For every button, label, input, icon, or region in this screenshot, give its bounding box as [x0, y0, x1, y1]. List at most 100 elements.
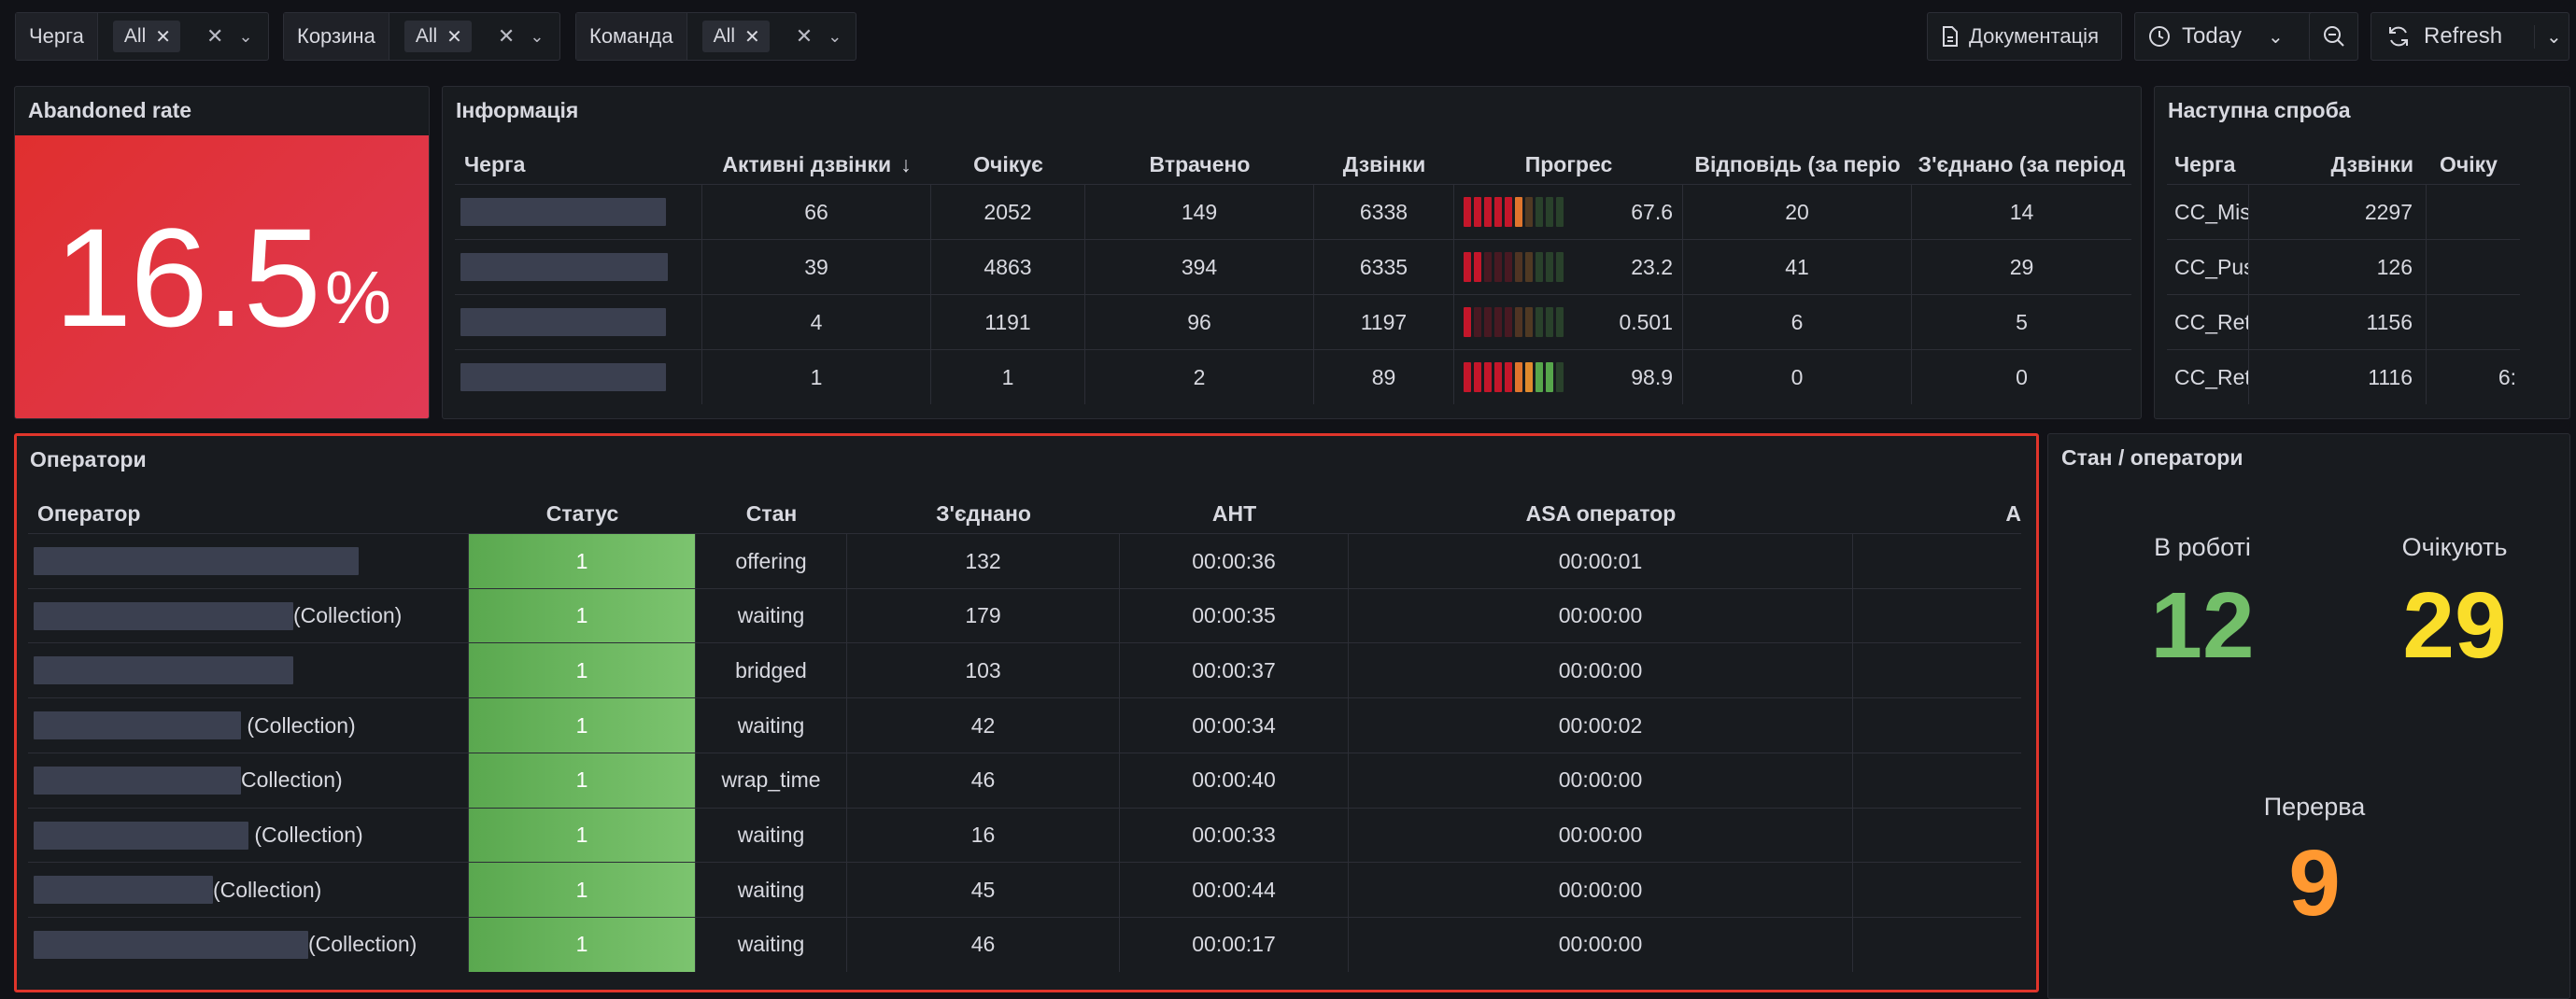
filter-basket[interactable]: Корзина All ✕ ✕ ⌄: [283, 12, 560, 61]
chevron-down-icon[interactable]: ⌄: [828, 26, 842, 46]
next-try-table: Черга Дзвінки Очіку CC_Mis 2297 CC_Pus 126 C…: [2167, 145, 2569, 415]
connected-cell: 46: [847, 753, 1120, 808]
column-header[interactable]: Активні дзвінки ↓: [722, 151, 912, 176]
column-header[interactable]: ASA оператор: [1525, 500, 1677, 526]
gauge-segment: [1464, 252, 1471, 282]
column-header[interactable]: З'єднано: [936, 500, 1031, 526]
zoom-out-icon: [2323, 26, 2344, 47]
connected-cell: 14: [2009, 199, 2034, 224]
filter-queue[interactable]: Черга All ✕ ✕ ⌄: [15, 12, 269, 61]
gauge-segment: [1484, 197, 1492, 227]
asa-cell: 00:00:00: [1349, 753, 1853, 808]
column-header[interactable]: Прогрес: [1524, 151, 1613, 176]
aht-cell: 00:00:40: [1120, 753, 1349, 808]
gauge-segment: [1505, 197, 1512, 227]
documentation-button[interactable]: Документація: [1927, 12, 2122, 61]
column-header[interactable]: Очіку: [2440, 151, 2498, 176]
waiting-cell: 6:: [2498, 364, 2516, 389]
progress-cell: 23.2: [1454, 240, 1683, 294]
redacted-text: [34, 656, 293, 685]
calls-cell: 126: [2249, 240, 2427, 294]
remove-icon[interactable]: ✕: [743, 26, 760, 48]
lost-cell: 149: [1085, 185, 1314, 239]
connected-cell: 179: [847, 588, 1120, 643]
zoom-out-button[interactable]: [2309, 12, 2358, 61]
gauge-segment: [1494, 307, 1502, 337]
info-panel: Інформація Черга Активні дзвінки ↓ Очікує…: [442, 86, 2142, 419]
gauge-segment: [1474, 197, 1481, 227]
answered-cell: 41: [1683, 240, 1912, 294]
chevron-down-icon[interactable]: ⌄: [530, 26, 545, 46]
column-header[interactable]: Статус: [545, 500, 619, 526]
state-cell: waiting: [696, 808, 847, 863]
lost-cell: 394: [1085, 240, 1314, 294]
remove-icon[interactable]: ✕: [446, 26, 462, 48]
clear-icon[interactable]: ✕: [206, 24, 224, 48]
operator-cell: Collection): [28, 753, 469, 808]
gauge-segment: [1525, 252, 1533, 282]
filter-team[interactable]: Команда All ✕ ✕ ⌄: [575, 12, 856, 61]
operator-cell: [28, 534, 469, 588]
calls-cell: 6338: [1314, 185, 1454, 239]
answered-cell: 0: [1683, 350, 1912, 404]
filter-chip[interactable]: All ✕: [403, 21, 472, 52]
answered-cell: 20: [1683, 185, 1912, 239]
table-row: (Collection) 1 waiting 46 00:00:17 00:00:00: [28, 916, 2021, 972]
status-cell: 1: [469, 643, 696, 698]
queue-cell: [455, 295, 702, 349]
redacted-text: [460, 198, 666, 226]
operator-suffix: (Collection): [308, 932, 418, 957]
clear-icon[interactable]: ✕: [795, 24, 814, 48]
extra-cell: [1853, 534, 2021, 588]
refresh-icon: [2389, 26, 2408, 47]
clear-icon[interactable]: ✕: [497, 24, 516, 48]
panel-title: Стан / оператори: [2061, 445, 2243, 470]
redacted-text: [460, 308, 666, 336]
queue-cell: CC_Mis: [2167, 185, 2249, 239]
table-row: CC_Ret 1116 6:: [2167, 349, 2520, 404]
sort-desc-icon[interactable]: ↓: [900, 151, 912, 176]
column-header[interactable]: AHT: [1211, 500, 1257, 526]
gauge-segment: [1515, 252, 1522, 282]
gauge-segment: [1546, 362, 1553, 392]
asa-cell: 00:00:00: [1349, 643, 1853, 698]
progress-cell: 98.9: [1454, 350, 1683, 404]
gauge-segment: [1546, 307, 1553, 337]
connected-cell: 132: [847, 534, 1120, 588]
filter-chip[interactable]: All ✕: [112, 21, 181, 52]
column-header[interactable]: Дзвінки: [2330, 151, 2413, 176]
chevron-down-icon[interactable]: ⌄: [2534, 24, 2562, 49]
column-header[interactable]: A: [2005, 500, 2021, 526]
column-header[interactable]: Стан: [745, 500, 798, 526]
column-header[interactable]: Очікує: [973, 151, 1043, 176]
table-row: 66 2052 149 6338 67.6 20 14: [455, 184, 2131, 239]
refresh-button[interactable]: Refresh ⌄: [2371, 12, 2569, 61]
column-header[interactable]: З'єднано (за період: [1918, 151, 2126, 176]
chevron-down-icon[interactable]: ⌄: [238, 26, 253, 46]
column-header[interactable]: Оператор: [37, 500, 141, 526]
connected-cell: 45: [847, 863, 1120, 918]
break-label: Перерва: [2263, 793, 2366, 821]
column-header[interactable]: Черга: [2174, 151, 2236, 176]
in-work-label: В роботі: [2154, 533, 2251, 561]
progress-cell: 67.6: [1454, 185, 1683, 239]
redacted-text: [34, 930, 308, 959]
status-cell: 1: [469, 863, 696, 918]
filter-chip[interactable]: All ✕: [701, 21, 770, 52]
column-header[interactable]: Відповідь (за періо: [1694, 151, 1901, 176]
remove-icon[interactable]: ✕: [155, 26, 172, 48]
operator-cell: (Collection): [28, 863, 469, 918]
queue-cell: CC_Ret: [2167, 295, 2249, 349]
column-header[interactable]: Втрачено: [1149, 151, 1251, 176]
clock-icon: [2149, 26, 2170, 47]
column-header[interactable]: Дзвінки: [1342, 151, 1426, 176]
asa-cell: 00:00:00: [1349, 917, 1853, 972]
panel-title: Abandoned rate: [28, 98, 192, 122]
gauge-segment: [1515, 197, 1522, 227]
column-header[interactable]: Черга: [464, 151, 526, 176]
calls-cell: 1116: [2249, 350, 2427, 404]
gauge-segment: [1536, 362, 1543, 392]
abandoned-rate-stat: 16.5 %: [15, 135, 429, 418]
table-row: 1 bridged 103 00:00:37 00:00:00: [28, 642, 2021, 698]
table-row: (Collection) 1 waiting 179 00:00:35 00:00:00: [28, 587, 2021, 643]
